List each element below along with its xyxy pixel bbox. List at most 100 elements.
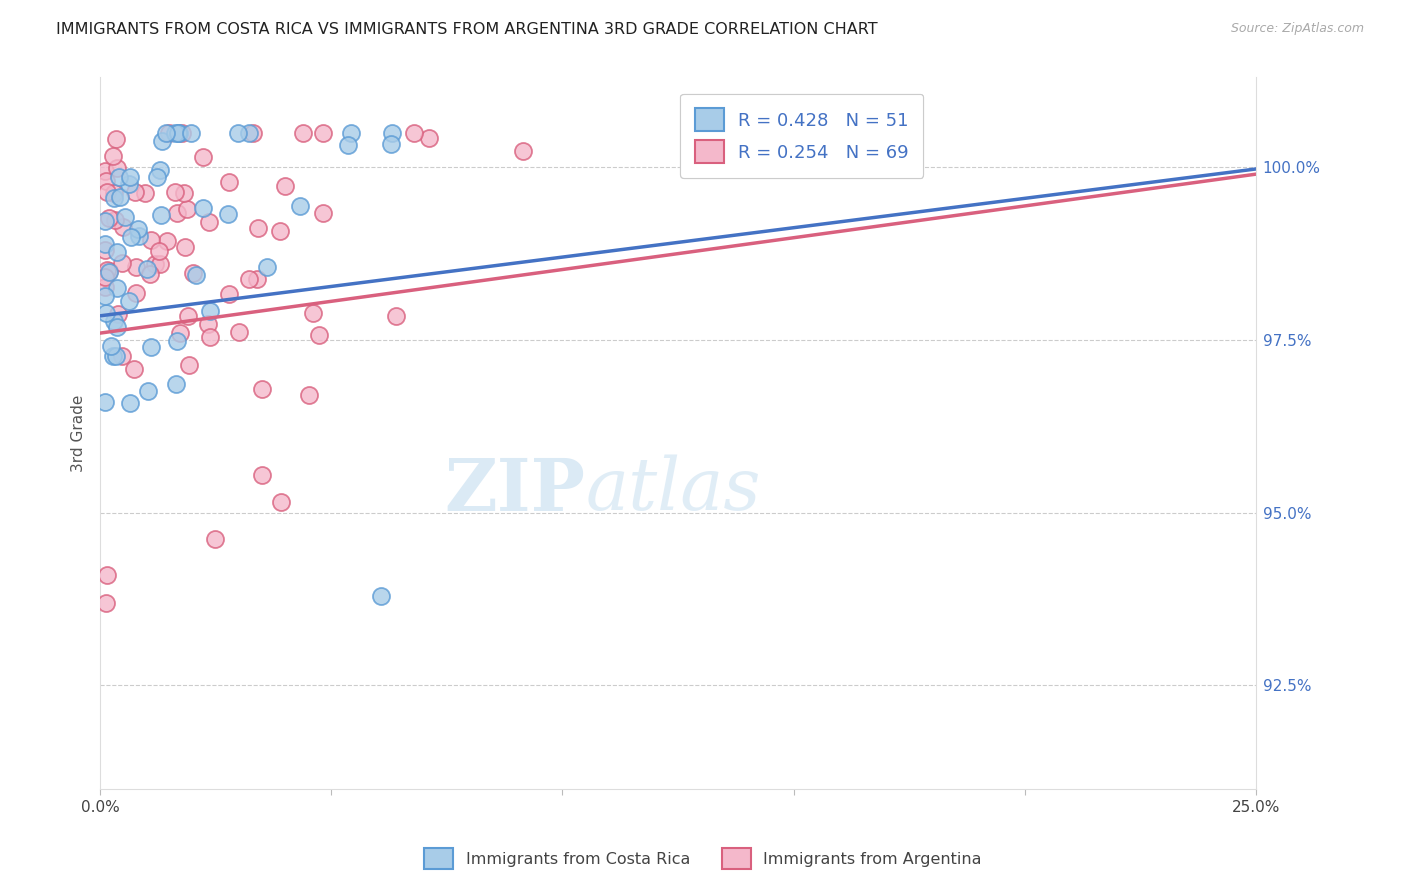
Point xyxy=(177,358,200,372)
Point xyxy=(101,149,124,163)
Point xyxy=(165,377,187,392)
Point xyxy=(139,340,162,354)
Point xyxy=(181,266,204,280)
Point xyxy=(163,185,186,199)
Point xyxy=(298,387,321,401)
Point xyxy=(238,272,260,286)
Point xyxy=(177,310,200,324)
Point xyxy=(370,589,392,603)
Point xyxy=(308,328,330,343)
Point xyxy=(105,320,128,334)
Point xyxy=(97,265,120,279)
Y-axis label: 3rd Grade: 3rd Grade xyxy=(72,394,86,472)
Point xyxy=(94,269,117,284)
Point xyxy=(167,126,190,140)
Legend: R = 0.428   N = 51, R = 0.254   N = 69: R = 0.428 N = 51, R = 0.254 N = 69 xyxy=(681,94,924,178)
Point xyxy=(166,334,188,349)
Point xyxy=(94,305,117,319)
Point xyxy=(127,222,149,236)
Point xyxy=(122,362,145,376)
Point xyxy=(217,206,239,220)
Point xyxy=(143,257,166,271)
Point xyxy=(94,237,117,252)
Point xyxy=(114,211,136,225)
Point xyxy=(157,126,180,140)
Point xyxy=(94,214,117,228)
Point xyxy=(336,138,359,153)
Point xyxy=(96,263,118,277)
Point xyxy=(104,132,127,146)
Point xyxy=(96,568,118,582)
Point xyxy=(141,233,163,247)
Point xyxy=(198,330,221,344)
Text: Source: ZipAtlas.com: Source: ZipAtlas.com xyxy=(1230,22,1364,36)
Point xyxy=(218,175,240,189)
Point xyxy=(146,169,169,184)
Point xyxy=(118,177,141,191)
Point xyxy=(166,206,188,220)
Legend: Immigrants from Costa Rica, Immigrants from Argentina: Immigrants from Costa Rica, Immigrants f… xyxy=(416,840,990,877)
Point xyxy=(120,230,142,244)
Point xyxy=(136,261,159,276)
Point xyxy=(107,307,129,321)
Point xyxy=(228,325,250,339)
Point xyxy=(250,382,273,396)
Point xyxy=(107,169,129,184)
Point xyxy=(174,240,197,254)
Point xyxy=(204,532,226,546)
Point xyxy=(98,211,121,226)
Point xyxy=(104,213,127,227)
Point xyxy=(94,288,117,302)
Point xyxy=(197,318,219,332)
Point xyxy=(191,201,214,215)
Point xyxy=(184,268,207,282)
Point xyxy=(94,243,117,257)
Point xyxy=(256,260,278,274)
Point xyxy=(150,134,173,148)
Point xyxy=(198,304,221,318)
Point xyxy=(103,314,125,328)
Text: IMMIGRANTS FROM COSTA RICA VS IMMIGRANTS FROM ARGENTINA 3RD GRADE CORRELATION CH: IMMIGRANTS FROM COSTA RICA VS IMMIGRANTS… xyxy=(56,22,877,37)
Point xyxy=(125,260,148,275)
Point xyxy=(246,272,269,286)
Point xyxy=(100,339,122,353)
Point xyxy=(94,174,117,188)
Point xyxy=(274,178,297,193)
Point xyxy=(226,126,249,140)
Point xyxy=(381,126,404,140)
Point xyxy=(155,126,177,140)
Point xyxy=(402,126,425,140)
Point xyxy=(124,185,146,199)
Point xyxy=(385,310,408,324)
Point xyxy=(94,394,117,409)
Point xyxy=(270,495,292,509)
Point xyxy=(176,202,198,216)
Point xyxy=(94,164,117,178)
Point xyxy=(101,349,124,363)
Point xyxy=(312,126,335,140)
Point xyxy=(238,126,260,140)
Point xyxy=(179,126,201,140)
Point xyxy=(149,163,172,178)
Text: atlas: atlas xyxy=(585,455,761,525)
Point xyxy=(103,191,125,205)
Point xyxy=(139,267,162,281)
Point xyxy=(118,293,141,308)
Point xyxy=(242,126,264,140)
Point xyxy=(170,126,193,140)
Point xyxy=(148,244,170,258)
Point xyxy=(111,255,134,269)
Point xyxy=(302,305,325,319)
Point xyxy=(269,224,291,238)
Point xyxy=(105,161,128,176)
Point xyxy=(111,349,134,363)
Point xyxy=(292,126,315,140)
Point xyxy=(512,145,534,159)
Point xyxy=(193,150,215,164)
Point xyxy=(247,220,270,235)
Point xyxy=(97,264,120,278)
Point xyxy=(339,126,361,140)
Text: ZIP: ZIP xyxy=(444,455,585,525)
Point xyxy=(111,219,134,234)
Point xyxy=(120,169,142,184)
